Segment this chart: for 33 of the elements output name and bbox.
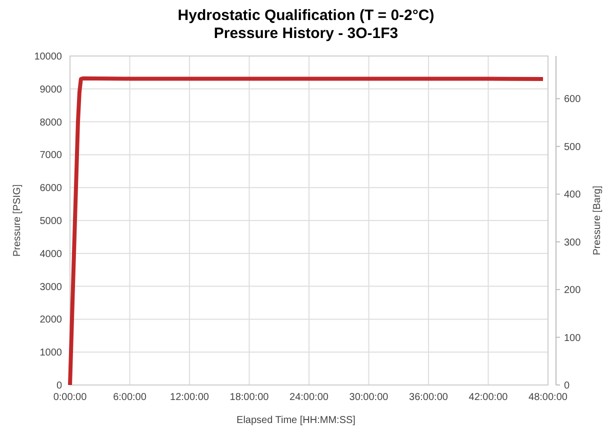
x-axis-title: Elapsed Time [HH:MM:SS]: [236, 415, 356, 426]
y2-axis-title: Pressure [Barg]: [592, 186, 603, 256]
chart-subtitle: Pressure History - 3O-1F3: [214, 25, 398, 42]
y-tick-label: 10000: [34, 52, 62, 62]
y-tick-label: 7000: [40, 150, 62, 162]
y2-tick-label: 500: [564, 142, 582, 153]
x-tick-label: 36:00:00: [409, 392, 448, 403]
y-tick-label: 2000: [40, 314, 62, 326]
x-tick-label: 12:00:00: [170, 392, 210, 403]
y-tick-label: 5000: [40, 216, 62, 227]
y-tick-label: 1000: [40, 348, 62, 359]
y-tick-label: 0: [56, 380, 62, 392]
x-tick-label: 24:00:00: [290, 392, 329, 403]
line-series: [68, 76, 546, 387]
x-tick-label: 0:00:00: [53, 392, 88, 403]
x-tick-label: 30:00:00: [349, 392, 389, 403]
y2-tick-label: 300: [564, 237, 582, 248]
y-tick-label: 9000: [40, 84, 62, 96]
y2-tick-label: 100: [564, 332, 582, 344]
x-tick-label: 6:00:00: [113, 392, 147, 403]
x-tick-label: 18:00:00: [230, 392, 270, 403]
y2-tick-label: 400: [564, 190, 582, 201]
y2-tick-label: 600: [564, 94, 582, 106]
chart-title: Hydrostatic Qualification (T = 0-2°C): [178, 7, 434, 24]
y-axis-title: Pressure [PSIG]: [12, 184, 23, 257]
y-tick-label: 3000: [40, 282, 62, 293]
y-tick-label: 8000: [40, 117, 62, 128]
y-tick-label: 6000: [40, 183, 62, 194]
x-tick-label: 42:00:00: [468, 392, 508, 403]
y2-tick-label: 0: [564, 380, 570, 392]
y-tick-label: 4000: [40, 248, 62, 260]
y2-tick-label: 200: [564, 285, 582, 296]
x-tick-label: 48:00:00: [528, 392, 568, 403]
